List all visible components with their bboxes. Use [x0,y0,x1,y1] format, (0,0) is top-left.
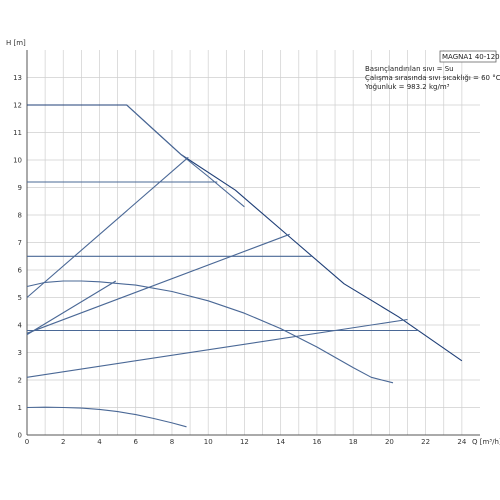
info-box: MAGNA1 40-120 F Basınçlandırılan sıvı = … [364,50,500,91]
x-tick-label: 24 [457,438,466,446]
curve-line-9 [26,280,117,336]
y-tick-label: 1 [18,404,22,412]
series-group [26,104,463,428]
x-tick-label: 16 [312,438,321,446]
info-line-fluid: Basınçlandırılan sıvı = Su [365,65,454,73]
curve-line-3 [26,156,189,298]
x-tick-label: 10 [204,438,213,446]
x-tick-label: 20 [385,438,394,446]
y-tick-label: 8 [18,212,22,220]
x-axis-label: Q [m³/h] [472,438,500,446]
x-tick-label: 8 [170,438,174,446]
y-tick-label: 3 [18,349,22,357]
info-line-temperature: Çalışma sırasında sıvı sıcaklığı = 60 °C [365,74,500,82]
x-tick-label: 14 [276,438,285,446]
curve-line-5 [26,233,290,334]
model-label: MAGNA1 40-120 F [442,53,500,61]
y-tick-label: 5 [18,294,22,302]
y-tick-label: 11 [13,129,22,137]
grid [26,50,480,436]
curve-line-8 [26,280,394,384]
y-tick-label: 9 [18,184,22,192]
axes [26,50,480,436]
x-tick-label: 22 [421,438,430,446]
y-tick-label: 10 [13,157,22,165]
curve-line-10 [26,406,187,428]
model-box [439,50,497,63]
y-axis-label: H [m] [6,39,26,47]
x-tick-label: 6 [133,438,138,446]
curve-line-7 [26,318,408,378]
curve-line-1 [126,104,245,208]
x-tick-label: 18 [349,438,358,446]
x-tick-label: 2 [61,438,65,446]
y-tick-label: 4 [18,322,23,330]
x-tick-label: 12 [240,438,249,446]
y-tick-label: 7 [18,239,22,247]
y-tick-label: 12 [13,102,22,110]
y-tick-label: 6 [18,267,23,275]
x-tick-label: 4 [97,438,102,446]
x-tick-label: 0 [25,438,29,446]
y-tick-label: 2 [18,377,22,385]
y-tick-label: 0 [18,432,22,440]
y-tick-label: 13 [13,74,22,82]
info-line-density: Yoğunluk = 983.2 kg/m³ [364,83,450,91]
